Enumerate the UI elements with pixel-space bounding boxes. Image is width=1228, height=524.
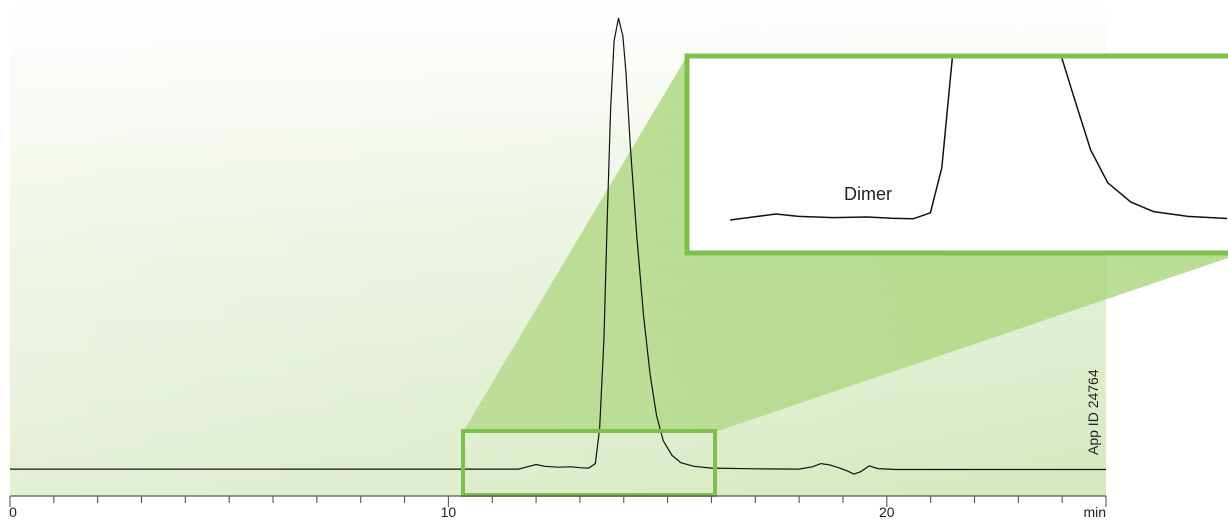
zoom-region-box	[461, 429, 717, 497]
inset-trace	[730, 58, 1227, 221]
x-tick-label: 20	[879, 504, 895, 520]
inset-panel	[687, 56, 1228, 253]
x-tick-label: 0	[9, 504, 17, 520]
inset-border	[684, 53, 1228, 256]
x-tick-label: 10	[441, 504, 457, 520]
chromatogram-trace	[10, 17, 1106, 475]
x-axis-ticks	[9, 496, 1107, 507]
dimer-label: Dimer	[844, 184, 892, 204]
x-axis-unit-label: min	[1083, 504, 1106, 520]
x-axis-tick-labels: 0 10 20	[9, 504, 895, 520]
app-id-label: App ID 24764	[1085, 369, 1101, 455]
